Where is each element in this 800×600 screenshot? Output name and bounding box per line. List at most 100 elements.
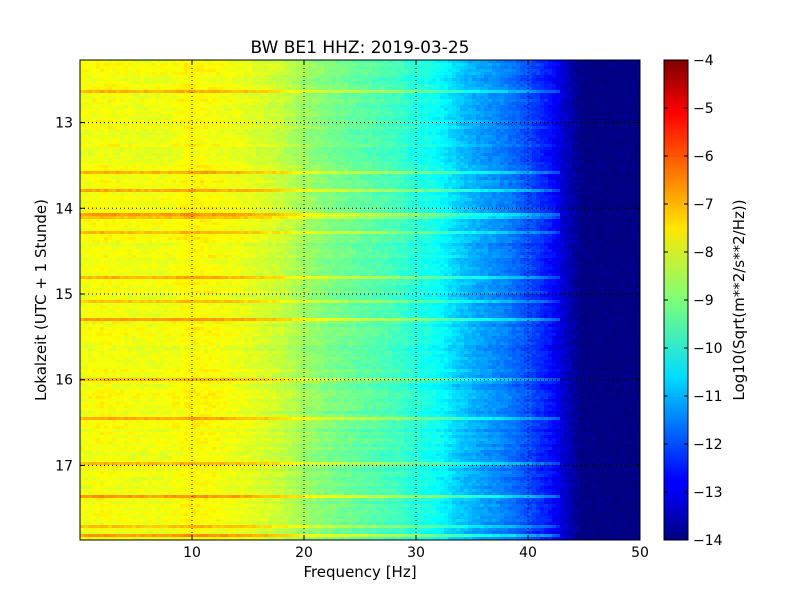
heatmap-cell <box>104 66 109 70</box>
heatmap-cell <box>384 84 389 88</box>
heatmap-cell <box>232 93 237 97</box>
heatmap-cell <box>116 105 121 109</box>
heatmap-cell <box>628 87 633 91</box>
heatmap-cell <box>468 75 473 79</box>
heatmap-cell <box>476 99 481 103</box>
heatmap-cell <box>268 99 273 103</box>
heatmap-cell <box>548 63 553 67</box>
heatmap-cell <box>140 87 145 91</box>
heatmap-cell <box>252 96 257 100</box>
heatmap-cell <box>496 60 501 64</box>
heatmap-cell <box>152 87 157 91</box>
heatmap-cell <box>244 72 249 76</box>
heatmap-cell <box>148 60 153 64</box>
heatmap-cell <box>396 72 401 76</box>
heatmap-cell <box>444 87 449 91</box>
heatmap-cell <box>104 96 109 100</box>
heatmap-cell <box>524 69 529 73</box>
heatmap-cell <box>276 93 281 97</box>
heatmap-cell <box>184 78 189 82</box>
heatmap-cell <box>600 99 605 103</box>
heatmap-cell <box>376 69 381 73</box>
heatmap-cell <box>416 72 421 76</box>
heatmap-cell <box>196 84 201 88</box>
heatmap-cell <box>140 99 145 103</box>
heatmap-cell <box>252 75 257 79</box>
heatmap-cell <box>244 105 249 109</box>
heatmap-cell <box>508 69 513 73</box>
heatmap-cell <box>252 63 257 67</box>
heatmap-cell <box>240 60 245 64</box>
heatmap-cell <box>608 99 613 103</box>
heatmap-cell <box>436 90 441 94</box>
heatmap-cell <box>400 60 405 64</box>
heatmap-cell <box>308 99 313 103</box>
heatmap-cell <box>208 60 213 64</box>
heatmap-cell <box>364 99 369 103</box>
heatmap-cell <box>184 93 189 97</box>
heatmap-cell <box>520 81 525 85</box>
heatmap-cell <box>412 102 417 106</box>
heatmap-cell <box>192 78 197 82</box>
heatmap-cell <box>556 99 561 103</box>
heatmap-cell <box>316 81 321 85</box>
heatmap-cell <box>636 84 640 88</box>
heatmap-cell <box>468 84 473 88</box>
heatmap-cell <box>464 87 469 91</box>
heatmap-cell <box>472 72 477 76</box>
heatmap-cell <box>148 75 153 79</box>
heatmap-cell <box>352 63 357 67</box>
heatmap-cell <box>108 87 113 91</box>
heatmap-cell <box>348 102 353 106</box>
heatmap-cell <box>84 69 89 73</box>
heatmap-cell <box>456 60 461 64</box>
heatmap-cell <box>460 75 465 79</box>
heatmap-cell <box>576 78 581 82</box>
heatmap-cell <box>592 63 597 67</box>
heatmap-cell <box>360 72 365 76</box>
heatmap-cell <box>400 87 405 91</box>
heatmap-cell <box>292 75 297 79</box>
heatmap-cell <box>436 75 441 79</box>
heatmap-cell <box>320 99 325 103</box>
heatmap-cell <box>80 90 85 94</box>
heatmap-cell <box>368 90 373 94</box>
heatmap-cell <box>288 78 293 82</box>
heatmap-cell <box>604 81 609 85</box>
heatmap-cell <box>612 66 617 70</box>
heatmap-cell <box>452 60 457 64</box>
heatmap-cell <box>272 66 277 70</box>
heatmap-cell <box>492 102 497 106</box>
heatmap-cell <box>504 84 509 88</box>
heatmap-cell <box>96 105 101 109</box>
heatmap-cell <box>168 69 173 73</box>
heatmap-cell <box>364 96 369 100</box>
heatmap-cell <box>308 87 313 91</box>
heatmap-cell <box>356 81 361 85</box>
heatmap-cell <box>124 87 129 91</box>
heatmap-cell <box>344 105 349 109</box>
heatmap-cell <box>576 69 581 73</box>
heatmap-cell <box>616 96 621 100</box>
heatmap-cell <box>124 66 129 70</box>
heatmap-cell <box>232 96 237 100</box>
heatmap-cell <box>88 87 93 91</box>
heatmap-cell <box>284 60 289 64</box>
heatmap-cell <box>416 102 421 106</box>
heatmap-cell <box>324 81 329 85</box>
heatmap-cell <box>516 66 521 70</box>
heatmap-cell <box>580 84 585 88</box>
heatmap-cell <box>120 75 125 79</box>
heatmap-cell <box>504 96 509 100</box>
heatmap-cell <box>612 75 617 79</box>
heatmap-cell <box>108 105 113 109</box>
heatmap-cell <box>260 81 265 85</box>
heatmap-cell <box>360 63 365 67</box>
heatmap-cell <box>448 75 453 79</box>
heatmap-cell <box>220 84 225 88</box>
heatmap-cell <box>360 60 365 64</box>
heatmap-cell <box>208 81 213 85</box>
heatmap-cell <box>108 60 113 64</box>
heatmap-cell <box>368 69 373 73</box>
heatmap-cell <box>268 60 273 64</box>
